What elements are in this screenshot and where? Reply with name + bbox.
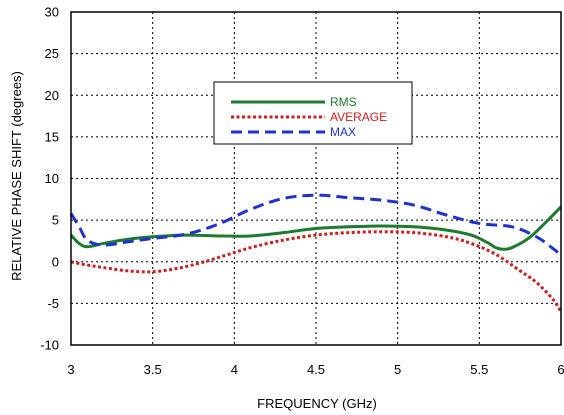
legend-label-average: AVERAGE xyxy=(330,110,387,124)
series-line-max xyxy=(69,193,562,257)
x-tick-label: 5.5 xyxy=(470,362,488,377)
y-tick-label: 5 xyxy=(52,213,59,228)
x-tick-label: 4 xyxy=(231,362,238,377)
series-line-rms xyxy=(69,205,563,251)
x-tick-label: 3.5 xyxy=(144,362,162,377)
y-tick-label: 20 xyxy=(45,88,59,103)
y-tick-label: -5 xyxy=(47,296,59,311)
x-tick-label: 6 xyxy=(557,362,564,377)
x-tick-label: 5 xyxy=(394,362,401,377)
y-tick-label: -10 xyxy=(40,338,59,353)
legend-label-rms: RMS xyxy=(330,95,357,109)
y-tick-label: 10 xyxy=(45,171,59,186)
y-tick-label: 25 xyxy=(45,46,59,61)
legend-box xyxy=(213,81,413,145)
plot-frame xyxy=(70,11,562,346)
y-tick-label: 30 xyxy=(45,5,59,20)
x-axis-title: FREQUENCY (GHz) xyxy=(257,396,377,411)
series-layer xyxy=(69,193,563,313)
ticks: 3 3.5 4 4.5 5 5.5 6 -10 -5 0 5 10 15 20 25 30 xyxy=(40,5,564,378)
y-tick-label: 15 xyxy=(45,129,59,144)
grid xyxy=(71,12,561,345)
y-axis-title: RELATIVE PHASE SHIFT (degrees) xyxy=(9,71,24,281)
series-line-average xyxy=(70,230,563,313)
x-tick-label: 3 xyxy=(67,362,74,377)
legend-label-max: MAX xyxy=(330,125,356,139)
x-tick-label: 4.5 xyxy=(307,362,325,377)
y-tick-label: 0 xyxy=(52,254,59,269)
